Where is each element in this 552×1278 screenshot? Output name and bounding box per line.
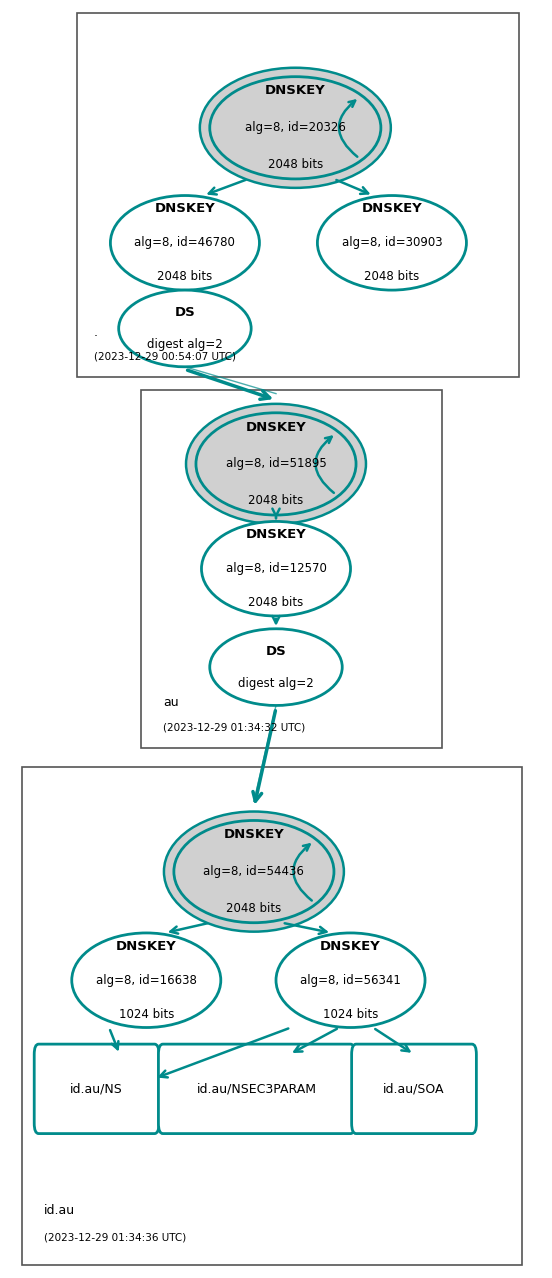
Text: DS: DS <box>266 644 286 657</box>
Text: digest alg=2: digest alg=2 <box>147 339 223 351</box>
Text: DNSKEY: DNSKEY <box>246 420 306 433</box>
Text: au: au <box>163 697 178 709</box>
Text: digest alg=2: digest alg=2 <box>238 677 314 690</box>
Text: .: . <box>94 326 98 339</box>
Bar <box>141 390 442 748</box>
Ellipse shape <box>210 77 381 179</box>
Ellipse shape <box>276 933 425 1028</box>
Text: alg=8, id=12570: alg=8, id=12570 <box>226 562 326 575</box>
Text: DNSKEY: DNSKEY <box>224 828 284 841</box>
Text: (2023-12-29 01:34:32 UTC): (2023-12-29 01:34:32 UTC) <box>163 722 305 732</box>
Text: 1024 bits: 1024 bits <box>323 1008 378 1021</box>
Text: 2048 bits: 2048 bits <box>248 597 304 610</box>
Text: alg=8, id=54436: alg=8, id=54436 <box>204 865 304 878</box>
Text: alg=8, id=56341: alg=8, id=56341 <box>300 974 401 987</box>
Text: DNSKEY: DNSKEY <box>265 84 326 97</box>
Text: alg=8, id=20326: alg=8, id=20326 <box>245 121 346 134</box>
Ellipse shape <box>110 196 259 290</box>
FancyBboxPatch shape <box>34 1044 159 1134</box>
Text: 2048 bits: 2048 bits <box>268 158 323 171</box>
Text: 2048 bits: 2048 bits <box>364 271 420 284</box>
Ellipse shape <box>196 413 356 515</box>
Ellipse shape <box>210 629 342 705</box>
Bar <box>77 13 519 377</box>
Text: id.au/NSEC3PARAM: id.au/NSEC3PARAM <box>197 1082 317 1095</box>
Ellipse shape <box>174 820 334 923</box>
Text: 1024 bits: 1024 bits <box>119 1008 174 1021</box>
Text: DNSKEY: DNSKEY <box>320 939 381 952</box>
Ellipse shape <box>317 196 466 290</box>
Ellipse shape <box>164 812 344 932</box>
Ellipse shape <box>72 933 221 1028</box>
Ellipse shape <box>119 290 251 367</box>
Text: 2048 bits: 2048 bits <box>157 271 213 284</box>
Text: alg=8, id=16638: alg=8, id=16638 <box>96 974 197 987</box>
FancyBboxPatch shape <box>158 1044 355 1134</box>
Ellipse shape <box>186 404 366 524</box>
Text: 2048 bits: 2048 bits <box>248 495 304 507</box>
Text: id.au/SOA: id.au/SOA <box>383 1082 445 1095</box>
Text: id.au/NS: id.au/NS <box>70 1082 123 1095</box>
Text: (2023-12-29 00:54:07 UTC): (2023-12-29 00:54:07 UTC) <box>94 351 236 362</box>
Ellipse shape <box>200 68 391 188</box>
Text: (2023-12-29 01:34:36 UTC): (2023-12-29 01:34:36 UTC) <box>44 1232 187 1242</box>
Text: DNSKEY: DNSKEY <box>246 528 306 541</box>
Text: DS: DS <box>174 305 195 318</box>
FancyBboxPatch shape <box>352 1044 476 1134</box>
Text: DNSKEY: DNSKEY <box>362 202 422 215</box>
Ellipse shape <box>201 521 351 616</box>
Text: 2048 bits: 2048 bits <box>226 902 282 915</box>
Text: alg=8, id=46780: alg=8, id=46780 <box>135 236 235 249</box>
Text: DNSKEY: DNSKEY <box>155 202 215 215</box>
Text: alg=8, id=30903: alg=8, id=30903 <box>342 236 442 249</box>
Text: id.au: id.au <box>44 1204 75 1217</box>
Bar <box>22 767 522 1265</box>
Text: alg=8, id=51895: alg=8, id=51895 <box>226 458 326 470</box>
Text: DNSKEY: DNSKEY <box>116 939 177 952</box>
